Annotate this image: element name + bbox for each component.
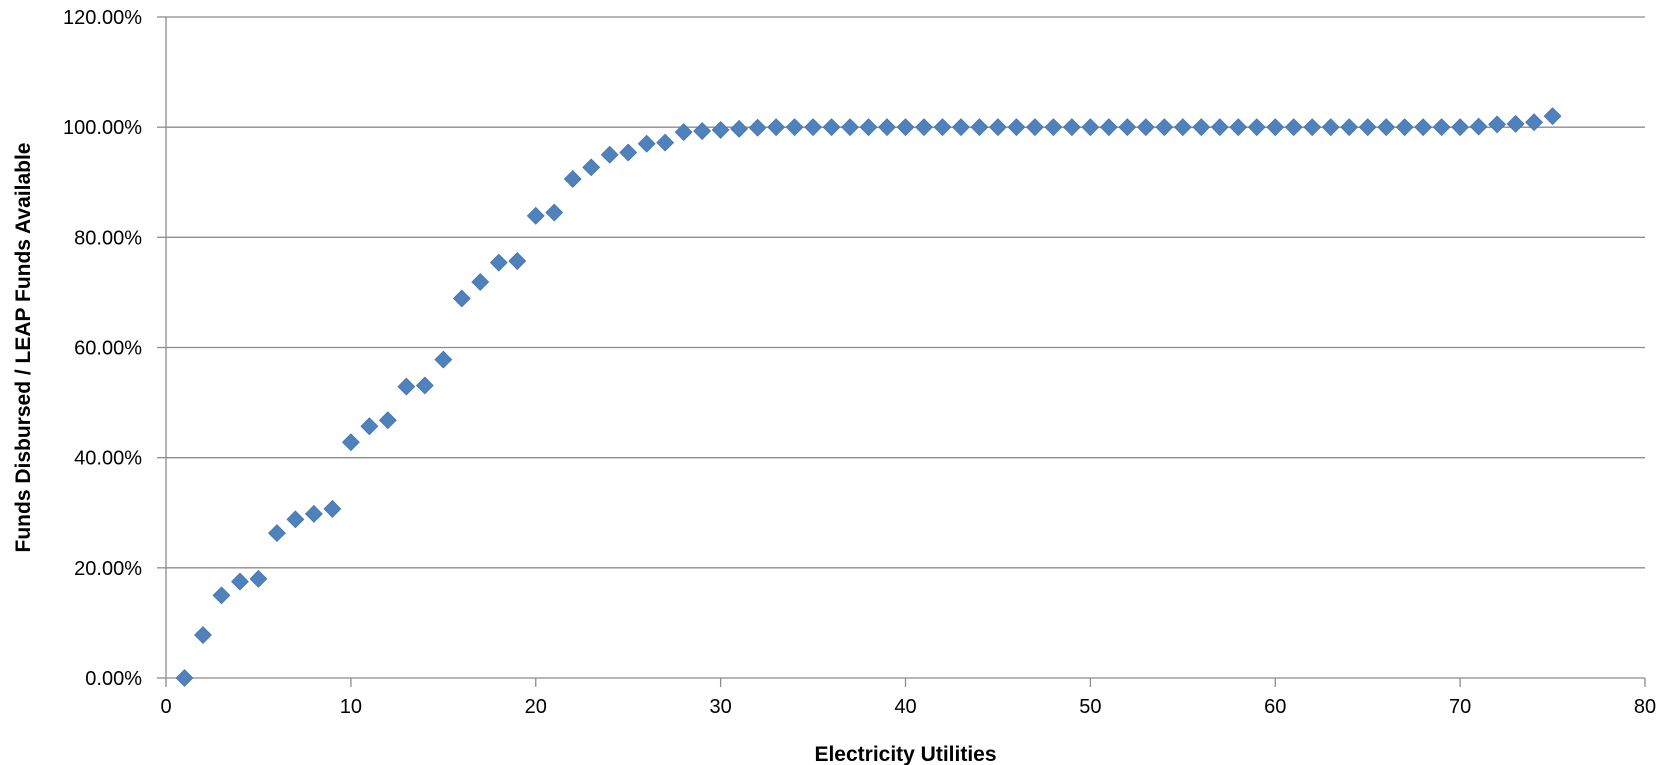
data-point (1099, 118, 1118, 137)
data-point (989, 118, 1007, 137)
x-tick-label: 80 (1634, 696, 1656, 718)
data-point (194, 626, 212, 644)
data-point (1173, 118, 1192, 137)
data-point (859, 118, 878, 137)
data-point (619, 143, 638, 162)
data-point (767, 118, 786, 137)
y-tick-label: 40.00% (74, 448, 142, 470)
data-point (1210, 118, 1229, 137)
data-point (804, 118, 822, 137)
data-point (249, 569, 268, 588)
data-point (637, 134, 656, 153)
data-point (360, 417, 379, 436)
data-point (896, 118, 915, 137)
data-point (415, 376, 434, 395)
data-point (822, 118, 841, 137)
data-point (323, 499, 342, 518)
data-point (268, 524, 286, 543)
data-point (286, 510, 305, 529)
x-tick-label: 0 (160, 696, 171, 718)
x-tick-label: 40 (894, 696, 916, 718)
data-point (526, 206, 545, 225)
data-point (1340, 118, 1359, 137)
data-point (212, 586, 231, 605)
y-tick-label: 60.00% (74, 338, 142, 360)
data-point (1155, 118, 1174, 137)
data-point (563, 170, 582, 188)
y-tick-label: 100.00% (63, 117, 142, 139)
y-tick-label: 80.00% (74, 227, 142, 249)
x-tick-label: 70 (1449, 696, 1471, 718)
data-point (748, 118, 767, 137)
data-point (582, 158, 601, 177)
data-point (1247, 118, 1266, 137)
data-point (545, 203, 564, 222)
data-point (434, 350, 453, 369)
data-point (730, 119, 749, 138)
x-tick-label: 10 (340, 696, 362, 718)
data-point (471, 273, 490, 291)
data-point (600, 145, 619, 164)
data-point (1266, 118, 1285, 137)
data-point (674, 123, 693, 142)
y-tick-label: 20.00% (74, 558, 142, 580)
data-point (878, 118, 896, 137)
y-tick-label: 0.00% (85, 668, 142, 690)
data-point (1414, 118, 1433, 137)
data-point (1062, 118, 1081, 137)
data-point (1044, 118, 1063, 137)
data-point (1469, 117, 1488, 136)
data-point (841, 118, 859, 137)
x-tick-label: 30 (710, 696, 732, 718)
data-point (1025, 118, 1044, 137)
x-tick-labels: 0 10 20 30 40 50 60 70 80 (160, 696, 1656, 718)
data-point (1506, 114, 1525, 133)
data-point (933, 118, 952, 137)
data-point (508, 252, 527, 270)
data-point (1451, 118, 1470, 137)
y-axis-title: Funds Disbursed / LEAP Funds Available (12, 143, 35, 553)
gridlines (166, 16, 1645, 569)
data-point (915, 118, 933, 137)
data-point (1488, 115, 1507, 134)
x-tick-label: 20 (525, 696, 547, 718)
data-points (175, 107, 1562, 687)
data-point (711, 120, 730, 139)
data-point (1525, 113, 1543, 132)
data-point (452, 289, 471, 308)
axes (157, 16, 1646, 687)
data-point (1007, 118, 1026, 137)
data-point (1136, 118, 1155, 137)
data-point (1081, 118, 1100, 137)
data-point (970, 118, 989, 137)
data-point (693, 122, 712, 140)
data-point (1395, 118, 1414, 137)
y-tick-labels: 0.00% 20.00% 40.00% 60.00% 80.00% 100.00% 120.… (63, 7, 142, 690)
data-point (175, 669, 194, 687)
data-point (341, 433, 360, 452)
data-point (1321, 118, 1340, 137)
data-point (1358, 118, 1377, 137)
data-point (489, 253, 508, 272)
data-point (656, 133, 675, 152)
data-point (1543, 107, 1562, 126)
data-point (785, 118, 804, 137)
data-point (231, 572, 249, 591)
x-tick-label: 50 (1079, 696, 1101, 718)
data-point (1432, 118, 1451, 137)
data-point (378, 411, 397, 430)
y-tick-label: 120.00% (63, 7, 142, 29)
data-point (304, 504, 323, 523)
data-point (1229, 118, 1248, 137)
data-point (1118, 118, 1137, 137)
data-point (952, 118, 970, 137)
x-axis-title: Electricity Utilities (814, 743, 996, 765)
data-point (1303, 118, 1322, 137)
data-point (1377, 118, 1396, 137)
data-point (1192, 118, 1211, 137)
data-point (1284, 118, 1303, 137)
x-tick-label: 60 (1264, 696, 1286, 718)
data-point (397, 377, 416, 396)
